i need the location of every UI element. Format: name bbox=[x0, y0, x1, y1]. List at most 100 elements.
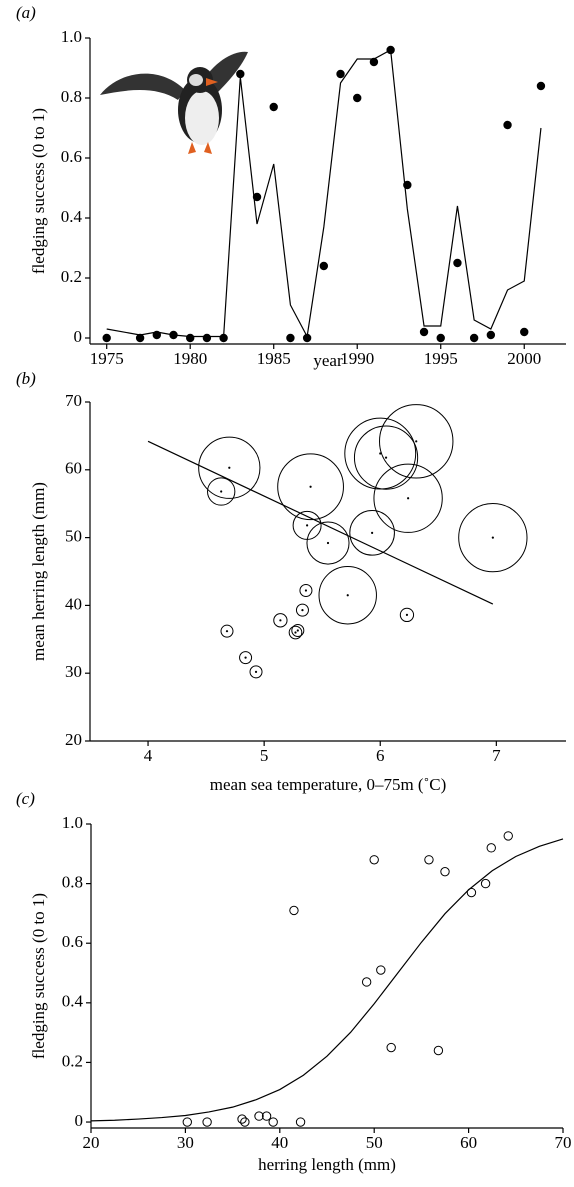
x-tick-label: 60 bbox=[460, 1133, 477, 1152]
x-tick-label: 40 bbox=[271, 1133, 288, 1152]
data-point bbox=[202, 333, 212, 343]
data-point bbox=[286, 333, 295, 343]
data-point bbox=[237, 1114, 247, 1124]
bubble-center bbox=[254, 670, 258, 673]
face bbox=[189, 74, 203, 86]
bubble bbox=[239, 651, 253, 665]
bubble-center bbox=[294, 631, 297, 634]
data-point bbox=[295, 1117, 306, 1127]
bubble-center bbox=[379, 452, 382, 455]
data-point bbox=[433, 1045, 444, 1056]
data-point bbox=[376, 965, 386, 975]
bubble bbox=[198, 436, 261, 499]
bubble bbox=[249, 665, 263, 679]
x-tick-label: 1975 bbox=[90, 349, 124, 368]
x-axis-label: mean sea temperature, 0–75m (˚C) bbox=[210, 775, 447, 794]
bubble bbox=[220, 624, 234, 638]
y-tick-label: 0.8 bbox=[62, 873, 83, 892]
fit-line bbox=[106, 49, 542, 339]
fit-line bbox=[90, 838, 564, 1122]
y-tick-label: 0 bbox=[74, 327, 83, 346]
x-tick-label: 70 bbox=[555, 1133, 572, 1152]
beak bbox=[206, 78, 218, 86]
bubble-center bbox=[228, 466, 231, 469]
x-tick-label: 1985 bbox=[257, 349, 291, 368]
data-point bbox=[536, 81, 546, 91]
y-tick-label: 20 bbox=[65, 730, 82, 749]
data-point bbox=[419, 327, 429, 337]
belly bbox=[185, 91, 219, 145]
y-tick-label: 0.6 bbox=[61, 147, 82, 166]
bubble-center bbox=[326, 541, 330, 545]
data-point bbox=[486, 843, 496, 853]
data-point bbox=[336, 69, 345, 79]
bubble-center bbox=[346, 594, 349, 597]
data-point bbox=[202, 1117, 212, 1127]
y-tick-label: 30 bbox=[65, 662, 82, 681]
y-axis-label: fledging success (0 to 1) bbox=[29, 108, 48, 274]
data-point bbox=[361, 977, 372, 987]
bubble-center bbox=[220, 490, 223, 493]
bubble-center bbox=[304, 589, 308, 592]
bubble bbox=[399, 607, 415, 623]
data-point bbox=[261, 1111, 272, 1121]
puffin-illustration bbox=[100, 51, 248, 154]
y-tick-label: 1.0 bbox=[62, 813, 83, 832]
y-tick-label: 0.4 bbox=[62, 992, 84, 1011]
panel-label: (b) bbox=[16, 369, 36, 388]
data-point bbox=[369, 57, 379, 67]
data-point bbox=[369, 855, 379, 865]
bubble bbox=[291, 623, 305, 637]
bubble bbox=[299, 583, 313, 597]
bubble bbox=[373, 463, 443, 533]
bubble-center bbox=[384, 456, 388, 459]
y-tick-label: 0.2 bbox=[61, 267, 82, 286]
data-point bbox=[480, 878, 491, 889]
x-axis-label: year bbox=[313, 351, 343, 370]
bubble bbox=[318, 566, 377, 625]
x-tick-label: 50 bbox=[366, 1133, 383, 1152]
y-tick-label: 70 bbox=[65, 391, 82, 410]
data-point bbox=[453, 258, 462, 268]
panel-label: (a) bbox=[16, 3, 36, 22]
data-point bbox=[469, 333, 479, 343]
data-point bbox=[135, 333, 145, 343]
data-point bbox=[503, 831, 513, 841]
data-point bbox=[240, 1117, 250, 1127]
bubble-center bbox=[306, 524, 309, 527]
wing bbox=[100, 73, 185, 100]
data-point bbox=[252, 192, 262, 202]
y-tick-label: 0.8 bbox=[61, 87, 82, 106]
data-point bbox=[254, 1111, 264, 1121]
data-point bbox=[102, 333, 111, 343]
data-point bbox=[424, 855, 434, 865]
data-point bbox=[440, 866, 450, 877]
bubble bbox=[349, 510, 395, 556]
x-tick-label: 1980 bbox=[173, 349, 207, 368]
bubble bbox=[353, 425, 419, 490]
panel-label: (c) bbox=[16, 789, 35, 808]
x-tick-label: 7 bbox=[492, 746, 501, 765]
bubble-center bbox=[301, 609, 304, 612]
data-point bbox=[353, 93, 362, 103]
data-point bbox=[436, 333, 445, 343]
data-point bbox=[319, 261, 329, 271]
bubble-center bbox=[491, 536, 494, 539]
bubble bbox=[458, 502, 528, 573]
y-tick-label: 0.6 bbox=[62, 932, 83, 951]
data-point bbox=[182, 1117, 192, 1127]
data-point bbox=[269, 102, 278, 112]
data-point bbox=[486, 330, 496, 340]
feet bbox=[188, 142, 212, 154]
data-point bbox=[520, 327, 529, 337]
y-tick-label: 50 bbox=[65, 527, 82, 546]
y-tick-label: 0.2 bbox=[62, 1051, 83, 1070]
y-tick-label: 40 bbox=[65, 594, 82, 613]
data-point bbox=[186, 333, 195, 343]
y-tick-label: 60 bbox=[65, 459, 82, 478]
x-tick-label: 2000 bbox=[507, 349, 541, 368]
bubble-center bbox=[309, 485, 312, 488]
data-point bbox=[302, 333, 312, 343]
fit-line bbox=[147, 440, 494, 605]
